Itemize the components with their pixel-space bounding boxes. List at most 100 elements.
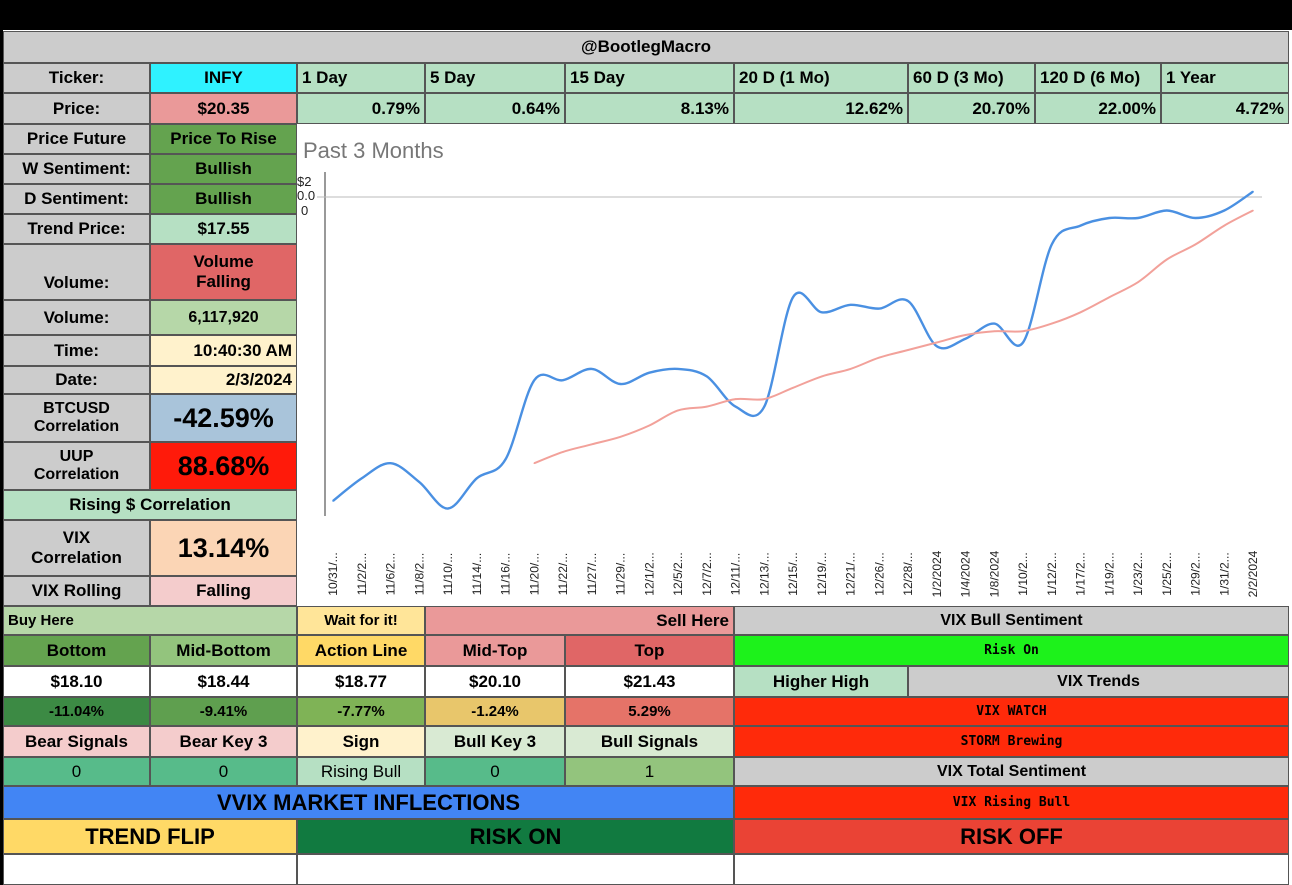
vix-trends-label: VIX Trends (908, 666, 1289, 697)
point-price-13 (706, 375, 708, 378)
point-trend-24 (1022, 330, 1024, 332)
point-price-12 (677, 368, 679, 370)
return-5d: 0.64% (425, 93, 565, 124)
level-action-pct: -7.77% (297, 697, 425, 726)
vix-watch: VIX WATCH (734, 697, 1289, 726)
volume-trend-line1: Volume (193, 252, 254, 272)
level-bottom-price: $18.10 (3, 666, 150, 697)
period-1d: 1 Day (297, 63, 425, 93)
w-sentiment-value: Bullish (150, 154, 297, 184)
bull-signals-header: Bull Signals (565, 726, 734, 757)
x-tick-label: 1/19/2... (1102, 552, 1116, 595)
x-tick-label: 1/10/2... (1016, 552, 1030, 595)
vix-correlation-label: VIX Correlation (3, 520, 150, 576)
period-1y: 1 Year (1161, 63, 1289, 93)
y-tick-3: 0 (301, 203, 308, 218)
x-tick-label: 12/13/... (757, 552, 771, 595)
volume-trend-label: Volume: (3, 244, 150, 300)
point-price-19 (878, 307, 881, 310)
y-tick-2: 0.0 (297, 188, 315, 203)
x-tick-label: 1/2/2024 (930, 550, 944, 597)
vix-correlation-value: 13.14% (150, 520, 297, 576)
vix-label-line2: Correlation (31, 548, 122, 567)
period-120d: 120 D (6 Mo) (1035, 63, 1161, 93)
uup-correlation-value: 88.68% (150, 442, 297, 490)
return-1d: 0.79% (297, 93, 425, 124)
bear-signals-value: 0 (3, 757, 150, 786)
point-price-3 (418, 481, 421, 483)
point-price-15 (763, 405, 766, 408)
x-tick-label: 11/6/2... (384, 553, 398, 595)
x-tick-label: 12/11/... (729, 553, 743, 595)
point-trend-14 (734, 398, 737, 400)
x-tick-label: 11/14/... (470, 553, 484, 595)
time-value: 10:40:30 AM (150, 335, 297, 366)
return-20d: 12.62% (734, 93, 908, 124)
price-chart-panel: Past 3 Months $2 0.0 0 10/31/... 11/2/2..… (297, 124, 1292, 605)
series-line-price (332, 190, 1254, 510)
uup-label-line1: UUP (59, 447, 94, 465)
point-trend-16 (792, 387, 794, 389)
x-tick-label: 10/31/... (326, 552, 340, 595)
point-trend-29 (1166, 258, 1168, 261)
btc-correlation-value: -42.59% (150, 394, 297, 442)
x-tick-label: 1/12/2... (1045, 552, 1059, 595)
point-price-26 (1079, 224, 1082, 227)
price-label: Price: (3, 93, 150, 124)
level-midbottom-header: Mid-Bottom (150, 635, 297, 666)
volume-value: 6,117,920 (150, 300, 297, 335)
point-trend-27 (1108, 296, 1111, 298)
trend-price-value: $17.55 (150, 214, 297, 244)
return-120d: 22.00% (1035, 93, 1161, 124)
level-bottom-pct: -11.04% (3, 697, 150, 726)
x-tick-label: 1/23/2... (1131, 552, 1145, 595)
point-price-17 (821, 311, 823, 314)
level-midtop-pct: -1.24% (425, 697, 565, 726)
vix-label-line1: VIX (62, 528, 91, 548)
ticker-value[interactable]: INFY (150, 63, 297, 93)
point-price-1 (361, 477, 363, 480)
x-tick-label: 11/22/... (556, 553, 570, 595)
wait-label: Wait for it! (297, 606, 425, 635)
x-tick-label: 12/19/... (815, 552, 829, 595)
level-top-header: Top (565, 635, 734, 666)
point-price-16 (792, 296, 794, 298)
rising-correlation-label: Rising $ Correlation (3, 490, 297, 520)
x-tick-label: 11/2/2... (355, 553, 369, 595)
volume-label: Volume: (3, 300, 150, 335)
point-price-28 (1137, 217, 1139, 219)
x-tick-label: 1/31/2... (1217, 552, 1231, 595)
vix-rising-bull: VIX Rising Bull (734, 786, 1289, 819)
vix-total-sentiment-label: VIX Total Sentiment (734, 757, 1289, 786)
y-tick-1: $2 (297, 174, 311, 189)
point-trend-9 (591, 443, 593, 446)
point-price-10 (619, 383, 622, 385)
bear-key3-value: 0 (150, 757, 297, 786)
point-price-23 (993, 322, 996, 325)
time-label: Time: (3, 335, 150, 366)
x-tick-label: 12/7/2... (700, 552, 714, 595)
risk-on-label: RISK ON (297, 819, 734, 854)
period-60d: 60 D (3 Mo) (908, 63, 1035, 93)
level-midtop-header: Mid-Top (425, 635, 565, 666)
sign-header: Sign (297, 726, 425, 757)
point-price-18 (849, 304, 852, 306)
uup-correlation-label: UUP Correlation (3, 442, 150, 490)
point-trend-12 (677, 409, 679, 412)
point-price-24 (1022, 341, 1024, 344)
x-tick-label: 11/20/... (527, 553, 541, 595)
x-tick-label: 1/29/2... (1189, 552, 1203, 595)
x-tick-label: 2/2/2024 (1246, 550, 1260, 597)
level-bottom-header: Bottom (3, 635, 150, 666)
point-price-0 (332, 500, 334, 502)
bull-key3-header: Bull Key 3 (425, 726, 565, 757)
point-price-30 (1194, 217, 1197, 219)
point-price-25 (1051, 243, 1053, 246)
point-price-2 (389, 462, 392, 465)
price-future-value: Price To Rise (150, 124, 297, 154)
period-5d: 5 Day (425, 63, 565, 93)
point-price-21 (936, 345, 938, 348)
return-1y: 4.72% (1161, 93, 1289, 124)
risk-off-label: RISK OFF (734, 819, 1289, 854)
point-price-9 (591, 368, 593, 370)
